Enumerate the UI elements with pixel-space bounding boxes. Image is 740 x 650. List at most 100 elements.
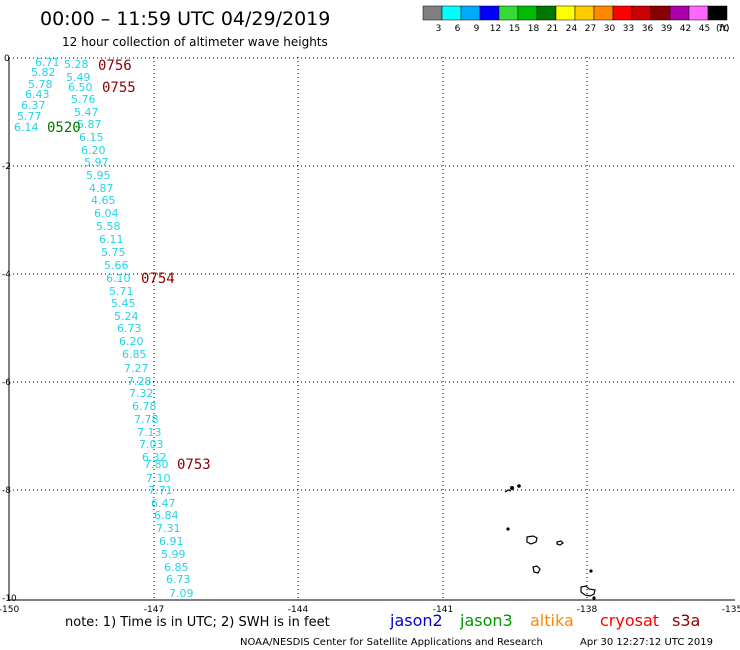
wave-height-value: 6.10 <box>106 272 131 285</box>
color-scale-label: 33 <box>623 24 634 34</box>
wave-height-value: 5.58 <box>96 220 121 233</box>
wave-height-value: 5.45 <box>111 297 136 310</box>
color-scale-label: 9 <box>474 24 480 34</box>
latitude-tick-label: 0 <box>4 54 10 64</box>
pass-time-label: 0756 <box>98 58 132 74</box>
wave-height-value: 5.95 <box>86 169 111 182</box>
wave-height-value: 6.14 <box>14 121 39 134</box>
latitude-tick-label: -4 <box>2 270 11 280</box>
satellite-legend-cryosat: cryosat <box>600 611 659 630</box>
longitude-tick-label: -138 <box>577 605 598 615</box>
wave-height-value: 4.65 <box>91 194 116 207</box>
color-scale-swatch <box>498 5 519 21</box>
satellite-legend-altika: altika <box>530 611 574 630</box>
wave-height-value: 5.97 <box>84 156 109 169</box>
color-scale-swatch <box>669 5 690 21</box>
lat-lon-grid <box>9 57 735 600</box>
island-outline <box>580 585 596 597</box>
island-outline <box>592 596 596 600</box>
color-scale-label: 18 <box>528 24 540 34</box>
wave-height-value: 6.37 <box>21 99 46 112</box>
wave-height-value: 5.77 <box>17 110 42 123</box>
pass-time-label: 0753 <box>177 457 211 473</box>
longitude-tick-label: -135 <box>722 605 740 615</box>
wave-height-value: 5.87 <box>77 118 102 131</box>
wave-height-value: 7.71 <box>148 484 173 497</box>
color-scale-swatch <box>574 5 595 21</box>
color-scale-swatch <box>555 5 576 21</box>
island-outline <box>506 527 510 531</box>
wave-height-value: 5.28 <box>64 58 89 71</box>
color-scale-label: 36 <box>642 24 654 34</box>
color-scale-label: 27 <box>585 24 596 34</box>
latitude-tick-label: -8 <box>2 486 11 496</box>
wave-height-value: 6.85 <box>122 348 147 361</box>
color-scale-swatch <box>593 5 614 21</box>
color-scale-label: 45 <box>699 24 710 34</box>
satellite-legend-jason3: jason3 <box>459 611 513 630</box>
latitude-tick-label: -2 <box>2 162 11 172</box>
wave-height-value: 6.73 <box>117 322 142 335</box>
latitude-tick-label: -10 <box>2 594 17 604</box>
wave-height-value: 5.71 <box>109 285 134 298</box>
pass-time-label: 0755 <box>102 80 136 96</box>
wave-height-value: 7.27 <box>124 362 149 375</box>
longitude-tick-label: -147 <box>144 605 164 615</box>
wave-height-value: 7.13 <box>137 426 162 439</box>
island-outlines <box>504 484 596 600</box>
wave-height-value: 6.78 <box>132 400 157 413</box>
generated-timestamp: Apr 30 12:27:12 UTC 2019 <box>580 637 713 648</box>
wave-height-value: 6.11 <box>99 233 124 246</box>
color-scale-label: 15 <box>509 24 520 34</box>
credit-text: NOAA/NESDIS Center for Satellite Applica… <box>240 637 543 648</box>
wave-height-value: 7.10 <box>146 472 171 485</box>
wave-height-value: 6.20 <box>81 144 106 157</box>
color-scale-unit: (ft) <box>716 24 730 34</box>
wave-height-value: 7.32 <box>129 387 154 400</box>
color-scale-swatch <box>536 5 557 21</box>
color-scale-swatch <box>707 5 728 21</box>
color-scale-label: 30 <box>604 24 616 34</box>
wave-height-value: 5.66 <box>104 259 129 272</box>
longitude-tick-label: -144 <box>288 605 309 615</box>
color-scale-swatch <box>422 5 443 21</box>
latitude-tick-label: -6 <box>2 378 11 388</box>
color-scale-label: 3 <box>436 24 442 34</box>
wave-height-value: 5.78 <box>28 78 53 91</box>
wave-height-value: 7.28 <box>127 375 152 388</box>
island-outline <box>532 565 541 574</box>
wave-height-value: 7.09 <box>169 587 194 600</box>
color-scale-label: 39 <box>661 24 673 34</box>
color-scale-swatch <box>441 5 462 21</box>
wave-height-value: 7.31 <box>156 522 181 535</box>
pass-time-label: 0754 <box>141 271 175 287</box>
wave-height-value: 6.84 <box>154 509 179 522</box>
units-note: note: 1) Time is in UTC; 2) SWH is in fe… <box>65 615 330 630</box>
wave-height-value: 4.87 <box>89 182 114 195</box>
longitude-tick-label: -150 <box>0 605 19 615</box>
longitude-tick-label: -141 <box>433 605 453 615</box>
island-outline <box>589 569 593 573</box>
wave-height-value: 6.47 <box>151 497 176 510</box>
map-title: 00:00 – 11:59 UTC 04/29/2019 <box>40 8 330 30</box>
wave-height-value: 6.71 <box>35 56 60 69</box>
wave-height-value: 7.80 <box>144 458 169 471</box>
altimeter-track: 6.715.825.786.436.375.776.14 5.285.496.50… <box>14 56 194 600</box>
color-scale-legend: 3 6 9 12 15 18 21 24 27 30 33 36 39 42 45 70 <box>422 5 729 34</box>
wave-height-value: 5.47 <box>74 106 99 119</box>
wave-height-value: 5.76 <box>71 93 96 106</box>
color-scale-swatch <box>631 5 652 21</box>
wave-height-value: 6.91 <box>159 535 184 548</box>
color-scale-label: 21 <box>547 24 558 34</box>
wave-height-value: 7.78 <box>134 413 159 426</box>
wave-height-value: 5.75 <box>101 246 126 259</box>
island-outline <box>510 486 515 491</box>
color-scale-label: 12 <box>490 24 501 34</box>
color-scale-swatch <box>650 5 671 21</box>
color-scale-swatch <box>612 5 633 21</box>
color-scale-swatch <box>479 5 500 21</box>
latitude-tick-labels: 0 -2 -4 -6 -8 -10 <box>2 54 17 604</box>
island-outline <box>517 484 521 488</box>
pass-time-label: 0520 <box>47 120 81 136</box>
